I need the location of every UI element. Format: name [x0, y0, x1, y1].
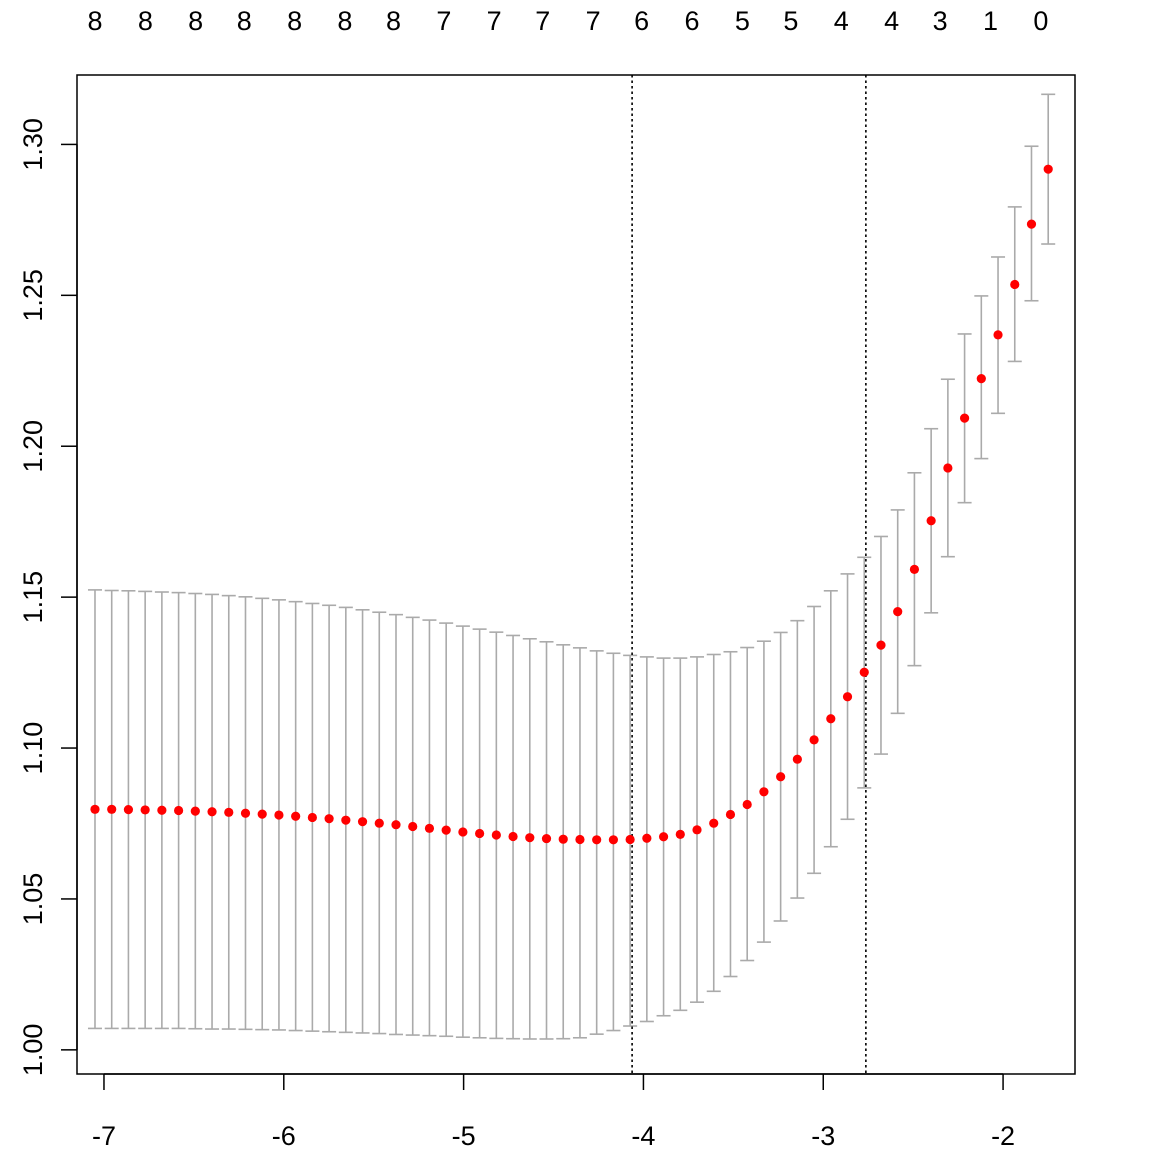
data-point: [792, 754, 802, 764]
data-point: [123, 805, 134, 815]
x-tick-label: -3: [811, 1121, 835, 1151]
data-point: [926, 516, 936, 526]
data-point: [240, 808, 251, 818]
data-point: [826, 714, 836, 724]
top-axis-label: 8: [287, 6, 302, 36]
data-point: [324, 814, 334, 824]
data-point: [525, 833, 535, 843]
data-point: [776, 772, 786, 782]
x-tick-label: -7: [92, 1121, 116, 1151]
data-point: [876, 640, 886, 650]
data-point: [140, 805, 150, 815]
top-axis-label: 8: [337, 6, 352, 36]
data-point: [508, 831, 518, 842]
data-point: [1043, 164, 1053, 174]
data-point: [173, 805, 184, 816]
data-point: [976, 374, 986, 384]
data-point: [357, 817, 368, 827]
x-tick-label: -5: [452, 1121, 476, 1151]
top-axis-label: 0: [1033, 6, 1048, 36]
data-point: [809, 735, 819, 745]
top-axis-label: 5: [783, 6, 798, 36]
y-tick-label: 1.05: [18, 873, 48, 926]
data-point: [943, 463, 953, 473]
data-point: [274, 810, 284, 820]
plot-frame: [76, 74, 1076, 1075]
data-point: [424, 823, 435, 833]
data-point: [157, 805, 167, 815]
data-point: [842, 692, 853, 702]
x-tick-label: -4: [631, 1121, 655, 1151]
data-point: [642, 833, 652, 843]
top-axis-label: 8: [138, 6, 153, 36]
y-tick-label: 1.20: [18, 420, 48, 473]
data-point: [658, 832, 669, 842]
data-point: [709, 818, 719, 828]
top-axis-label: 4: [884, 6, 899, 36]
data-point: [107, 804, 117, 814]
x-tick-label: -2: [991, 1121, 1015, 1151]
data-point: [190, 806, 200, 816]
data-point: [491, 830, 501, 840]
top-axis-label: 3: [933, 6, 948, 36]
data-point: [893, 607, 903, 617]
top-axis-label: 6: [684, 6, 699, 36]
data-point: [475, 828, 485, 839]
data-point: [959, 413, 970, 423]
data-point: [859, 667, 869, 677]
reference-lines: [631, 75, 867, 1074]
data-point: [592, 835, 602, 845]
data-point: [307, 812, 317, 823]
data-point: [291, 811, 301, 821]
data-point: [441, 825, 451, 835]
data-point: [575, 834, 585, 845]
data-point: [341, 815, 351, 825]
top-axis-label: 6: [634, 6, 649, 36]
data-point: [692, 825, 702, 835]
data-point: [408, 821, 418, 832]
top-axis-label: 7: [436, 6, 451, 36]
data-point: [207, 807, 217, 817]
data-point: [608, 835, 619, 845]
y-tick-label: 1.25: [18, 269, 48, 322]
x-axis: -7 -6 -5 -4 -3 -2: [92, 1073, 1015, 1151]
y-axis: 1.00 1.05 1.10 1.15 1.20 1.25 1.30: [18, 118, 78, 1077]
data-point: [374, 818, 384, 828]
data-point: [993, 330, 1003, 340]
data-point: [257, 809, 267, 819]
data-point: [541, 833, 552, 844]
top-axis-label: 8: [237, 6, 252, 36]
top-axis: 8 8 8 8 8 8 8 7 7 7 7 6 6 5 5 4 4 3 1 0: [87, 6, 1048, 36]
data-point: [224, 807, 234, 817]
top-axis-label: 8: [87, 6, 102, 36]
data-point: [558, 834, 568, 844]
y-tick-label: 1.00: [18, 1024, 48, 1077]
y-tick-label: 1.15: [18, 571, 48, 624]
data-point: [909, 564, 920, 574]
data-point: [742, 799, 752, 810]
data-points: [90, 164, 1053, 845]
error-bars: [87, 93, 1056, 1040]
data-point: [458, 827, 468, 837]
top-axis-label: 7: [535, 6, 550, 36]
top-axis-label: 5: [735, 6, 750, 36]
x-tick-label: -6: [272, 1121, 296, 1151]
data-point: [725, 809, 736, 820]
top-axis-label: 7: [586, 6, 601, 36]
y-tick-label: 1.10: [18, 722, 48, 775]
data-point: [90, 804, 100, 814]
top-axis-label: 1: [983, 6, 998, 36]
data-point: [1026, 219, 1037, 229]
top-axis-label: 7: [487, 6, 502, 36]
data-point: [1010, 279, 1020, 290]
data-point: [759, 787, 769, 797]
data-point: [625, 834, 635, 845]
top-axis-label: 8: [188, 6, 203, 36]
data-point: [675, 829, 685, 839]
top-axis-label: 8: [386, 6, 401, 36]
top-axis-label: 4: [834, 6, 849, 36]
data-point: [391, 820, 401, 830]
y-tick-label: 1.30: [18, 118, 48, 171]
